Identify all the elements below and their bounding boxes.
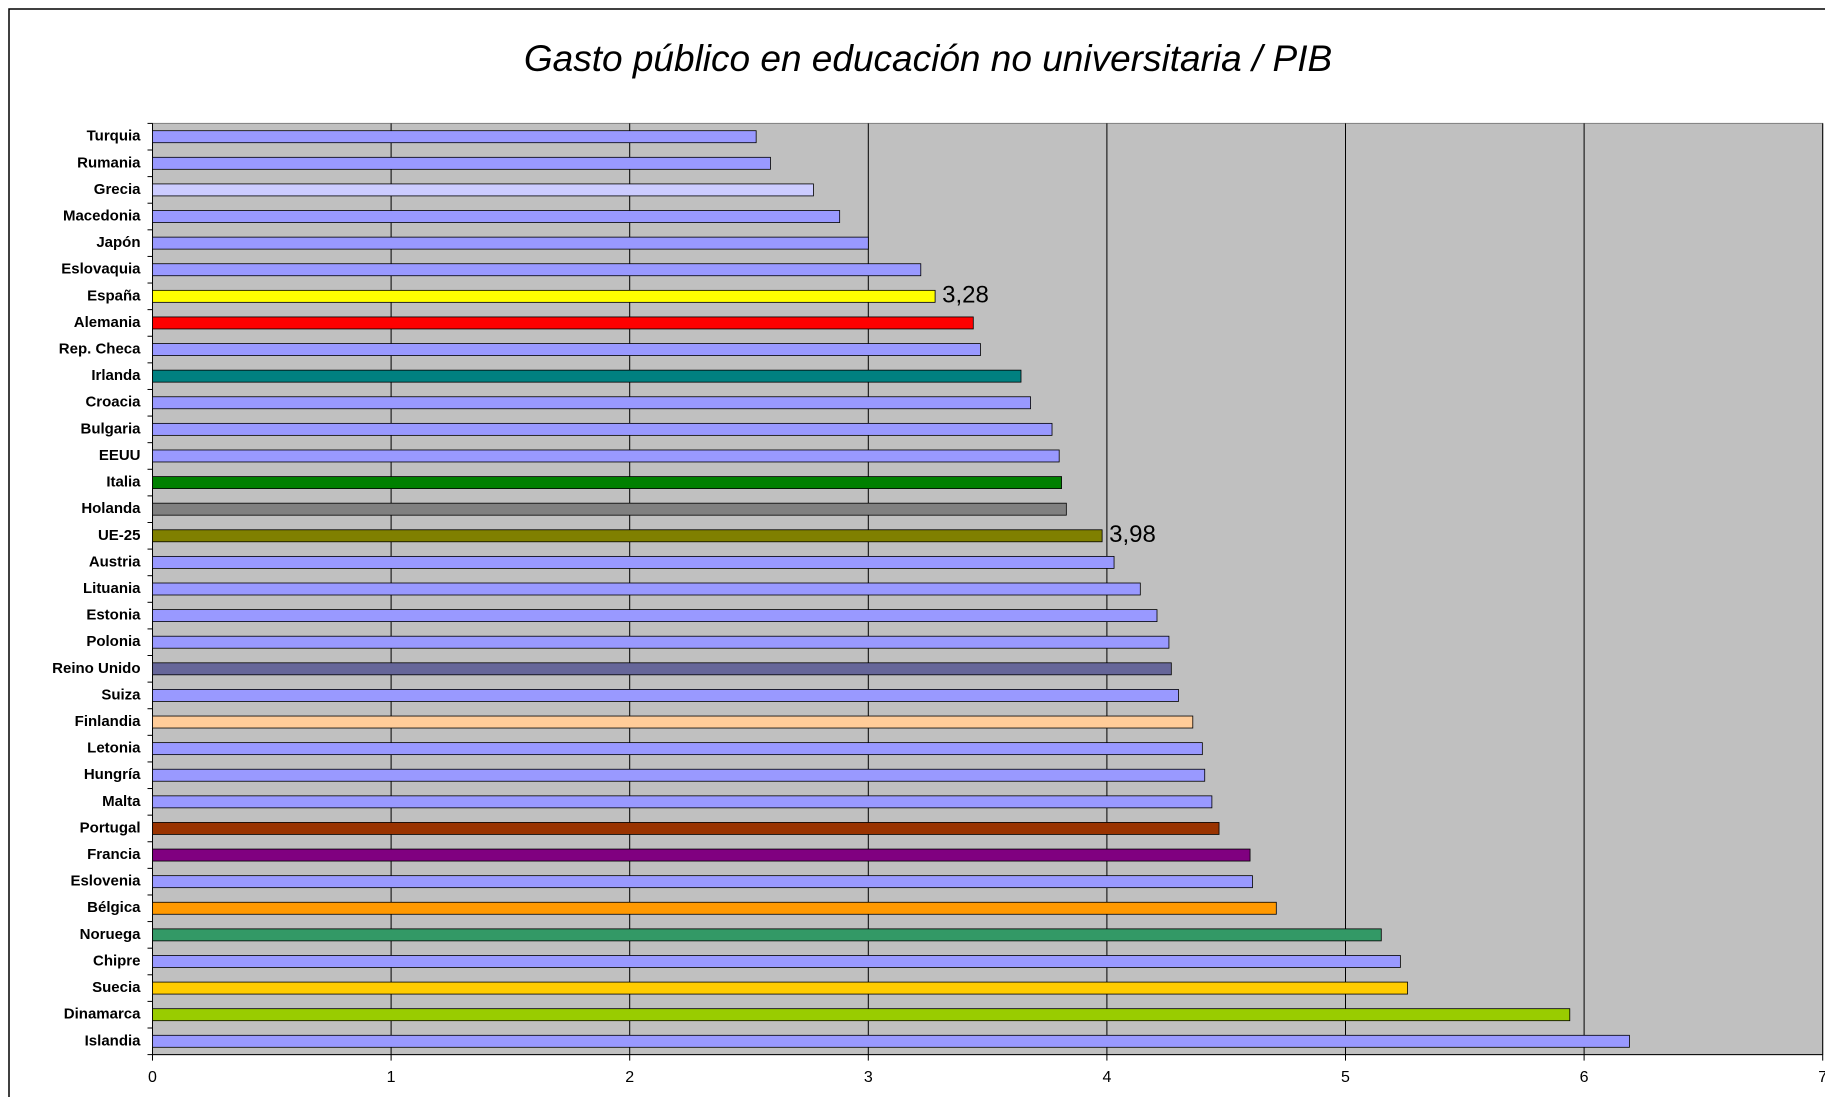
bar (152, 955, 1401, 968)
bar (152, 822, 1220, 835)
y-tick-label: Austria (89, 553, 141, 570)
y-tick-label: Letonia (87, 740, 141, 757)
bar (152, 263, 922, 277)
x-tick-label: 1 (387, 1069, 396, 1086)
y-tick-label: Bélgica (87, 899, 141, 916)
bar (152, 981, 1408, 995)
y-tick-label: Eslovaquia (61, 261, 141, 278)
bar (152, 582, 1141, 596)
value-label: 3,98 (1109, 521, 1156, 548)
bar (152, 396, 1031, 410)
bar (152, 210, 841, 223)
bar (152, 476, 1062, 489)
x-tick-label: 6 (1580, 1069, 1589, 1086)
y-tick-label: Malta (102, 793, 141, 810)
y-tick-label: Bulgaria (80, 420, 141, 437)
y-tick-label: Estonia (86, 607, 141, 624)
chart-title: Gasto público en educación no universita… (524, 38, 1332, 79)
x-tick-label: 2 (625, 1069, 634, 1086)
y-tick-label: Suiza (101, 686, 141, 703)
y-tick-label: Rep. Checa (59, 341, 141, 358)
y-tick-label: Polonia (86, 633, 141, 650)
y-tick-label: Grecia (94, 181, 141, 198)
y-tick-label: UE-25 (98, 527, 141, 544)
bar (152, 236, 869, 250)
y-tick-label: Alemania (74, 314, 141, 331)
bar (152, 715, 1194, 729)
y-tick-label: Chipre (93, 952, 141, 969)
x-tick-label: 7 (1818, 1069, 1825, 1086)
bar (152, 848, 1251, 862)
bar (152, 742, 1203, 756)
bar (152, 1034, 1630, 1048)
y-tick-label: Croacia (85, 394, 141, 411)
y-tick-label: España (87, 287, 141, 304)
y-tick-label: Francia (87, 846, 141, 863)
x-tick-label: 3 (864, 1069, 873, 1086)
bar (152, 156, 771, 170)
bar (152, 795, 1213, 809)
x-tick-label: 4 (1102, 1069, 1111, 1086)
value-label: 3,28 (942, 282, 989, 309)
y-tick-label: Finlandia (75, 713, 141, 730)
y-tick-label: Japón (96, 234, 140, 251)
bar (152, 183, 814, 197)
bar (152, 343, 981, 356)
bar (152, 1008, 1571, 1022)
bar (152, 130, 757, 144)
bar (152, 901, 1277, 915)
y-tick-label: Portugal (80, 819, 141, 836)
y-tick-label: Holanda (81, 500, 141, 517)
bar (152, 768, 1206, 782)
bar (152, 662, 1172, 676)
y-tick-label: Irlanda (91, 367, 141, 384)
bar (152, 502, 1067, 516)
bar (152, 449, 1060, 463)
bar (152, 369, 1022, 383)
y-tick-label: Lituania (83, 580, 141, 597)
bar (152, 875, 1253, 889)
y-tick-label: Islandia (85, 1032, 142, 1049)
bar (152, 316, 974, 330)
y-tick-label: Reino Unido (52, 660, 140, 677)
y-tick-label: EEUU (99, 447, 141, 464)
y-tick-label: Eslovenia (70, 873, 141, 890)
y-tick-label: Suecia (92, 979, 141, 996)
x-tick-label: 0 (148, 1069, 157, 1086)
x-tick-label: 5 (1341, 1069, 1350, 1086)
bar (152, 555, 1115, 569)
y-tick-label: Dinamarca (64, 1006, 141, 1023)
bar (152, 289, 936, 303)
bar (152, 422, 1053, 436)
y-tick-label: Hungría (84, 766, 141, 783)
y-tick-label: Rumania (77, 154, 141, 171)
y-tick-label: Turquia (87, 128, 142, 145)
y-tick-label: Italia (106, 474, 141, 491)
y-tick-label: Macedonia (63, 207, 141, 224)
bar (152, 529, 1103, 543)
bar (152, 689, 1179, 702)
y-tick-label: Noruega (80, 926, 142, 943)
bar (152, 609, 1158, 623)
bar (152, 635, 1170, 649)
bar (152, 928, 1382, 942)
